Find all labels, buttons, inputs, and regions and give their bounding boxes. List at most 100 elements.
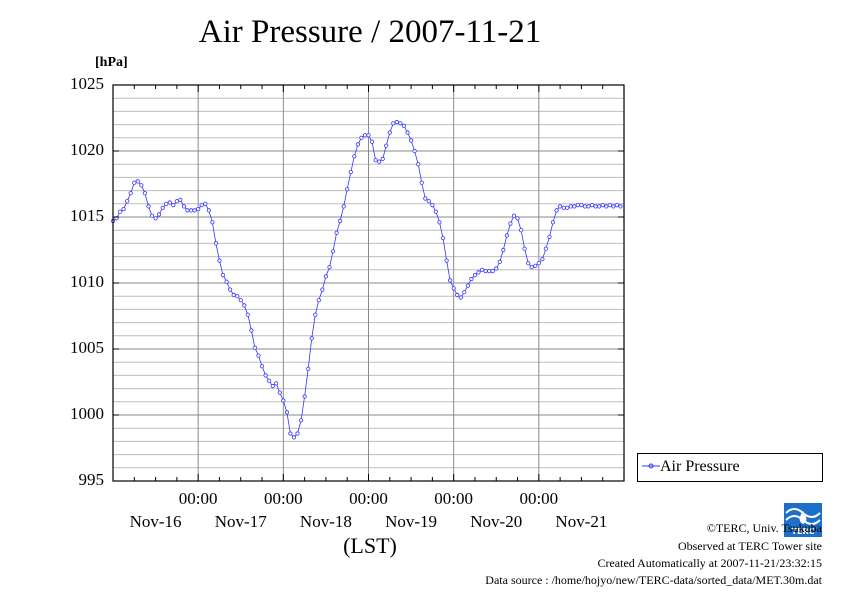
data-point [192,208,197,213]
data-point [302,394,307,399]
data-point [373,158,378,163]
data-point [128,191,133,196]
data-point [284,410,289,415]
data-point [582,204,588,209]
data-point [135,179,140,184]
legend: Air Pressure [637,453,823,482]
y-tick-label: 1010 [70,272,104,291]
data-point [550,220,556,225]
data-point [543,246,549,251]
x-tick-day-label: Nov-18 [299,512,352,531]
y-tick-label: 1000 [70,404,104,423]
data-point [376,159,382,164]
data-point [249,328,254,333]
data-point [394,119,399,125]
data-point [270,383,275,389]
data-point [146,204,151,209]
data-point [320,287,325,292]
data-point [472,272,478,278]
data-point [327,265,332,270]
data-point [167,200,172,205]
data-point [494,266,499,271]
credit-copyright: ©TERC, Univ. Tsukuba [706,521,822,535]
data-point [345,187,350,192]
data-point [316,298,321,303]
data-point [164,201,169,206]
data-point [476,270,481,275]
data-point [181,204,187,209]
x-tick-time-label: 00:00 [263,489,303,508]
data-point [515,216,520,221]
data-point [235,294,240,299]
x-tick-day-label: Nov-20 [470,512,523,531]
data-point [153,216,158,221]
data-point [157,212,162,217]
data-point [355,142,360,147]
y-tick-label: 1015 [70,206,104,225]
data-point [295,431,300,436]
data-point [171,203,176,208]
data-point [362,133,368,138]
data-point [142,191,147,196]
data-point [337,218,343,224]
data-point [408,138,414,143]
data-point [533,263,538,268]
data-point [575,203,581,208]
data-point [298,418,304,423]
data-point [323,274,328,279]
data-point [369,139,375,144]
data-point [618,204,623,209]
data-point [206,208,211,213]
data-point [178,197,183,202]
data-point [160,205,165,210]
data-point [501,247,506,253]
data-point [565,205,570,210]
data-point [118,209,123,214]
data-point [593,204,598,209]
x-axis-label: (LST) [343,533,397,558]
data-point [597,204,602,209]
data-point [366,133,371,138]
data-point [238,298,243,303]
data-point [242,303,247,308]
data-point [479,267,485,272]
data-point [132,180,137,185]
data-point [440,236,446,241]
data-point [401,123,407,129]
data-point [465,283,470,288]
credit-data-source: Data source : /home/hojyo/new/TERC-data/… [485,573,822,587]
data-point [433,209,438,214]
data-point [536,261,541,266]
data-point [497,259,502,264]
data-point [220,272,226,278]
data-point [579,203,584,208]
data-point [196,207,201,212]
data-point [203,201,208,206]
data-point [437,220,442,225]
data-point [228,287,233,292]
chart-title: Air Pressure / 2007-11-21 [198,14,542,50]
data-point [274,381,279,386]
y-tick-label: 1025 [70,74,104,93]
data-point [586,204,591,209]
data-point [259,364,265,369]
credit-observed: Observed at TERC Tower site [677,539,822,553]
data-point [518,228,524,233]
data-point [405,130,410,135]
data-point [423,196,428,201]
logo-text: TERC [792,527,815,536]
data-point [348,170,353,175]
data-point [483,268,488,274]
data-point [384,143,389,148]
data-point [554,208,559,213]
x-tick-time-label: 00:00 [178,489,218,508]
data-point [309,336,314,341]
x-tick-day-label: Nov-16 [129,512,182,531]
data-point [430,203,435,208]
data-point [224,279,229,284]
data-point [185,208,190,213]
data-point [447,278,453,283]
data-point [199,203,204,208]
y-axis-unit-label: [hPa] [95,55,128,70]
data-point [561,205,566,210]
